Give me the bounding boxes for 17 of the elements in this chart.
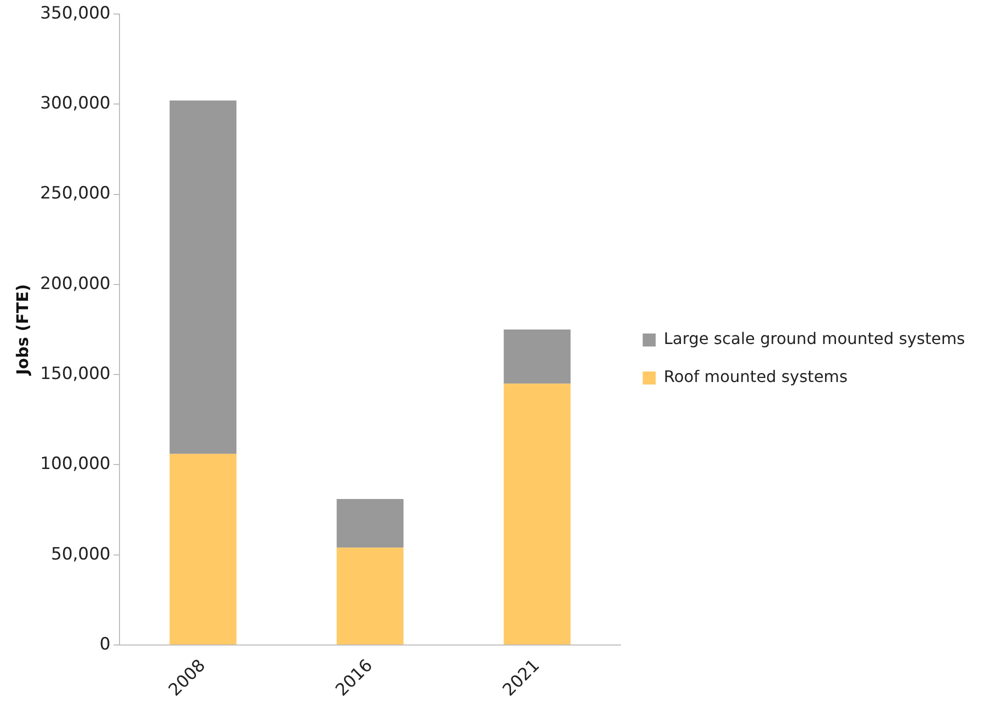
y-tick-label: 250,000	[40, 184, 110, 204]
legend-label: Large scale ground mounted systems	[664, 329, 966, 348]
y-tick-label: 0	[100, 634, 110, 654]
bar	[504, 329, 571, 384]
bar	[336, 548, 404, 644]
y-tick-label: 300,000	[40, 94, 110, 114]
y-axis-title: Jobs (FTE)	[12, 284, 32, 376]
bar	[170, 454, 236, 644]
bar	[170, 100, 236, 454]
y-tick-label: 50,000	[51, 544, 110, 564]
bar	[336, 498, 404, 548]
legend-label: Roof mounted systems	[664, 367, 848, 386]
y-tick-label: 350,000	[40, 3, 110, 24]
bar	[504, 384, 571, 644]
y-tick-label: 150,000	[40, 364, 110, 384]
y-tick-label: 100,000	[40, 454, 110, 474]
y-tick-label: 200,000	[40, 274, 110, 294]
